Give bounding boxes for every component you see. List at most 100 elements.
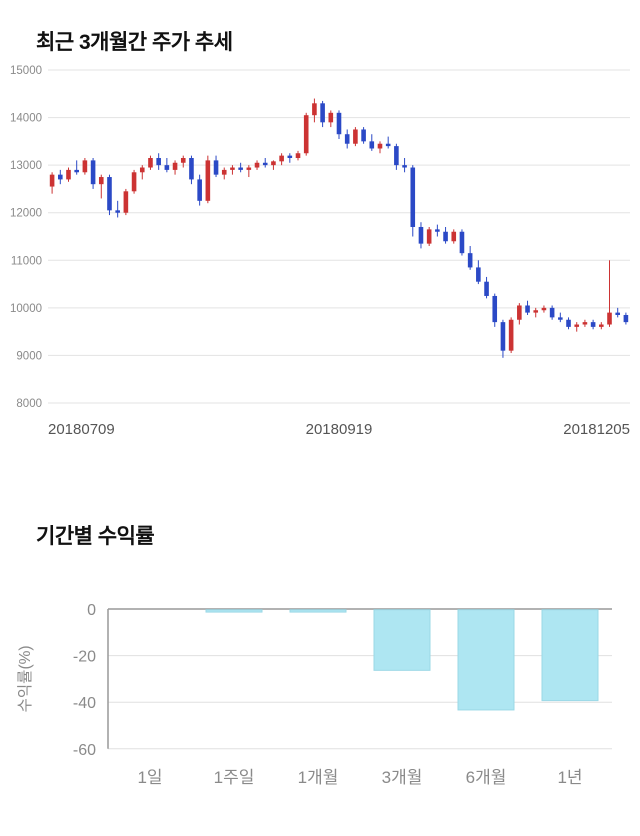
candle-body <box>353 129 358 144</box>
candle-body <box>336 112 342 135</box>
candle-body <box>213 160 219 175</box>
y-tick-label: 13000 <box>10 160 42 172</box>
x-tick-label: 1주일 <box>214 768 255 787</box>
candle-body <box>541 307 547 311</box>
candle-body <box>279 155 284 162</box>
candle-body <box>517 305 522 320</box>
candle-body <box>476 267 481 282</box>
y-tick-label: 12000 <box>10 208 42 220</box>
candle-body <box>394 146 399 166</box>
y-tick-label: 11000 <box>11 255 42 267</box>
candle-body <box>164 165 170 170</box>
x-tick-label: 6개월 <box>466 768 507 787</box>
candle-body <box>459 231 465 254</box>
price-chart-svg: 8000 9000 10000 11000 12000 13000 14000 15000 20… <box>10 65 630 438</box>
candle-body <box>533 310 539 313</box>
candle-body <box>312 103 317 116</box>
candle-body <box>230 167 235 170</box>
candle-body <box>549 307 555 318</box>
candle-body <box>369 141 375 149</box>
candle-body <box>221 169 227 175</box>
candle-body <box>115 210 120 213</box>
candle-body <box>508 319 514 351</box>
candle-body <box>500 322 506 351</box>
candle-body <box>582 322 588 325</box>
candle-body <box>205 160 211 201</box>
candle-body <box>410 167 416 227</box>
candle-body <box>590 322 596 327</box>
candle-body <box>238 167 243 170</box>
candle-body <box>262 162 268 166</box>
candle-body <box>385 143 391 147</box>
candle-body <box>599 324 604 327</box>
candle-body <box>344 134 350 144</box>
returns-title: 기간별 수익률 <box>36 525 155 548</box>
candle-body <box>123 191 129 213</box>
candle-body <box>66 169 71 180</box>
return-bar <box>289 609 347 613</box>
candle-body <box>320 103 325 123</box>
candle-body <box>57 174 63 180</box>
x-tick-label: 1년 <box>557 768 582 787</box>
candle-body <box>189 158 194 180</box>
y-tick-label: -20 <box>73 649 96 666</box>
candle-body <box>107 177 112 211</box>
y-axis-title: 수익률(%) <box>16 645 34 712</box>
candle-body <box>435 229 440 232</box>
y-tick-label: 14000 <box>10 113 42 125</box>
candle-body <box>303 115 309 154</box>
candle-body <box>131 172 137 192</box>
candle-body <box>607 312 612 325</box>
candle-body <box>467 253 473 268</box>
x-tick-label: 20181205 <box>563 421 630 438</box>
candle-body <box>271 161 276 166</box>
candle-body <box>139 167 145 173</box>
candle-body <box>74 169 79 173</box>
candle-body <box>361 129 366 142</box>
y-tick-label: 15000 <box>10 65 42 77</box>
candle-body <box>492 295 498 323</box>
candle-body <box>377 143 383 149</box>
candle-body <box>148 158 153 168</box>
candle-body <box>246 167 252 170</box>
candle-body <box>197 179 202 201</box>
return-bar <box>373 609 431 671</box>
y-tick-label: 8000 <box>16 398 42 410</box>
candle-body <box>402 165 407 168</box>
candle-body <box>525 305 530 313</box>
candle-body <box>180 158 186 163</box>
candle-body <box>484 281 489 296</box>
candle-body <box>49 174 55 187</box>
x-tick-label: 3개월 <box>382 768 423 787</box>
x-tick-label: 20180919 <box>306 421 373 438</box>
candle-body <box>443 231 448 242</box>
y-tick-label: 9000 <box>16 350 42 362</box>
y-tick-label: 10000 <box>10 303 42 315</box>
candle-body <box>328 112 334 123</box>
candle-body <box>254 162 260 168</box>
x-tick-label: 1개월 <box>298 768 339 787</box>
candle-body <box>574 324 580 327</box>
return-bar <box>205 609 263 613</box>
candle-body <box>426 229 432 244</box>
candle-body <box>558 317 563 320</box>
price-chart-title: 최근 3개월간 주가 추세 <box>36 31 233 54</box>
candle-body <box>82 160 88 173</box>
candle-body <box>287 155 293 159</box>
candle-body <box>566 319 571 327</box>
candle-body <box>98 177 104 185</box>
candle-body <box>623 314 629 323</box>
return-bar <box>541 609 599 702</box>
y-tick-label: 0 <box>87 602 96 619</box>
candle-body <box>90 160 96 185</box>
candle-body <box>451 231 457 242</box>
y-tick-label: -60 <box>73 742 96 759</box>
candle-body <box>418 226 424 244</box>
candle-body <box>172 162 178 170</box>
candle-body <box>615 312 621 315</box>
x-tick-label: 1일 <box>137 768 162 787</box>
candle-body <box>295 153 301 159</box>
returns-chart-svg: 0 -20 -40 -60 1일 1주일 1개월 3개월 6개월 1년 수익률(%) <box>16 602 612 787</box>
return-bar <box>457 609 515 711</box>
y-tick-label: -40 <box>73 695 96 712</box>
